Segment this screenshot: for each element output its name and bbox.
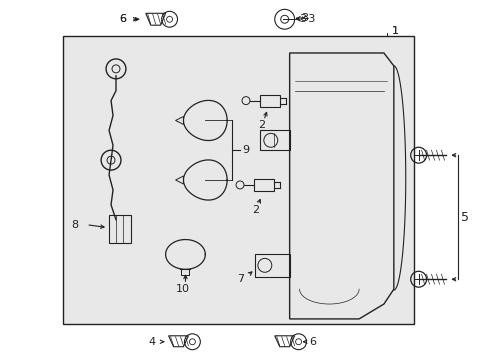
Text: 9: 9 [242, 145, 248, 155]
Text: 1: 1 [391, 26, 398, 36]
Text: 6: 6 [119, 14, 126, 24]
Text: 6: 6 [119, 14, 126, 24]
Text: 3: 3 [299, 14, 306, 24]
Bar [63, 36, 413, 324]
Text: 5: 5 [460, 211, 468, 224]
Bar [253, 179, 273, 191]
Text: 2: 2 [251, 205, 259, 215]
Text: ←3: ←3 [299, 14, 315, 24]
Bar [109, 215, 131, 243]
Text: 8: 8 [71, 220, 78, 230]
Bar [259, 95, 279, 107]
Text: 6: 6 [309, 337, 316, 347]
Text: 2: 2 [257, 121, 264, 130]
Text: 4: 4 [148, 337, 156, 347]
Text: 1: 1 [391, 26, 398, 36]
Text: 7: 7 [237, 274, 244, 284]
Text: 3: 3 [301, 13, 308, 23]
Text: 10: 10 [175, 284, 189, 294]
